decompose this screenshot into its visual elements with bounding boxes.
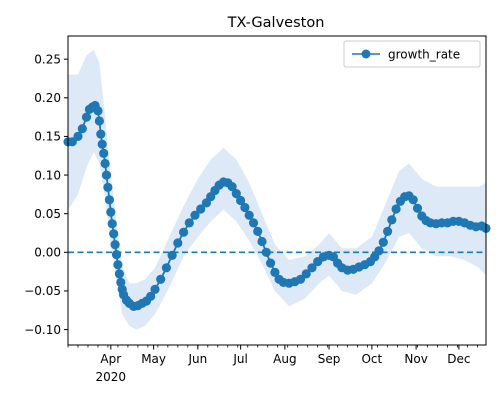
data-point [196, 204, 206, 214]
data-point [257, 236, 267, 247]
x-tick-label: Dec [447, 352, 470, 366]
x-axis-year-label: 2020 [96, 370, 127, 384]
data-point [301, 269, 311, 279]
data-point [100, 158, 110, 169]
x-tick-label: Aug [273, 352, 296, 366]
data-point [116, 277, 126, 287]
data-point [412, 203, 423, 213]
chart-title: TX-Galveston [227, 15, 325, 31]
data-point [73, 131, 83, 141]
data-point [67, 137, 77, 147]
legend: growth_rate [343, 40, 481, 68]
data-point [101, 170, 112, 180]
data-point [107, 219, 117, 229]
data-point [231, 189, 241, 199]
x-tick-label: Jun [187, 352, 207, 366]
data-point [244, 210, 254, 220]
data-point [387, 215, 397, 225]
data-point [99, 148, 109, 158]
data-point [109, 229, 119, 239]
data-point [378, 237, 388, 247]
confidence-band-layer [68, 49, 486, 330]
y-tick-label: 0.15 [34, 130, 61, 144]
data-point [146, 291, 156, 301]
series-marker-layer [63, 100, 491, 311]
x-tick-label: Jul [232, 352, 247, 366]
data-point [110, 240, 120, 250]
data-point [240, 202, 250, 213]
data-point [77, 124, 87, 134]
data-point [97, 139, 107, 149]
data-point [179, 227, 189, 237]
data-point [236, 195, 246, 206]
data-point [261, 247, 271, 257]
data-point [248, 218, 259, 228]
data-point [270, 267, 280, 277]
y-tick-label: 0.00 [34, 246, 61, 260]
y-axis: 0.25 0.20 0.15 0.10 0.05 0.00 −0.05 −0.10 [24, 52, 68, 337]
data-point [81, 112, 92, 122]
x-tick-label: Nov [404, 352, 427, 366]
data-point [307, 263, 317, 273]
plot-frame [67, 35, 487, 346]
data-point [295, 274, 306, 284]
y-tick-label: 0.05 [34, 207, 61, 221]
data-point [253, 226, 263, 236]
data-point [408, 195, 418, 205]
legend-box [343, 40, 481, 68]
data-point [161, 263, 171, 273]
x-tick-label: Oct [361, 352, 382, 366]
data-point [374, 246, 384, 256]
y-tick-label: −0.10 [24, 323, 61, 337]
data-point [156, 274, 166, 284]
y-tick-label: −0.05 [24, 284, 61, 298]
x-tick-label: Sep [318, 352, 341, 366]
data-point [113, 260, 123, 270]
legend-marker-swatch [361, 49, 371, 59]
data-point [150, 284, 160, 294]
data-point [266, 258, 276, 268]
data-point [96, 129, 106, 139]
data-point [383, 226, 393, 236]
data-point [111, 250, 122, 260]
data-point [103, 182, 113, 192]
data-point [173, 238, 183, 248]
data-point [227, 182, 237, 192]
data-point [391, 204, 401, 214]
data-point [94, 116, 104, 126]
y-tick-label: 0.25 [34, 52, 61, 66]
data-point [93, 106, 103, 116]
data-point [104, 195, 114, 205]
data-point [167, 250, 177, 260]
data-point [184, 218, 194, 228]
x-axis: Apr May Jun Jul Aug Sep Oct Nov Dec [67, 345, 478, 366]
confidence-band [68, 49, 486, 330]
x-tick-label: May [141, 352, 166, 366]
y-tick-label: 0.10 [34, 168, 61, 182]
legend-entry-growth-rate: growth_rate [388, 47, 460, 61]
y-tick-label: 0.20 [34, 91, 61, 105]
data-point [114, 269, 124, 279]
data-point [106, 207, 116, 217]
x-tick-label: Apr [100, 352, 121, 366]
data-point [190, 210, 200, 220]
